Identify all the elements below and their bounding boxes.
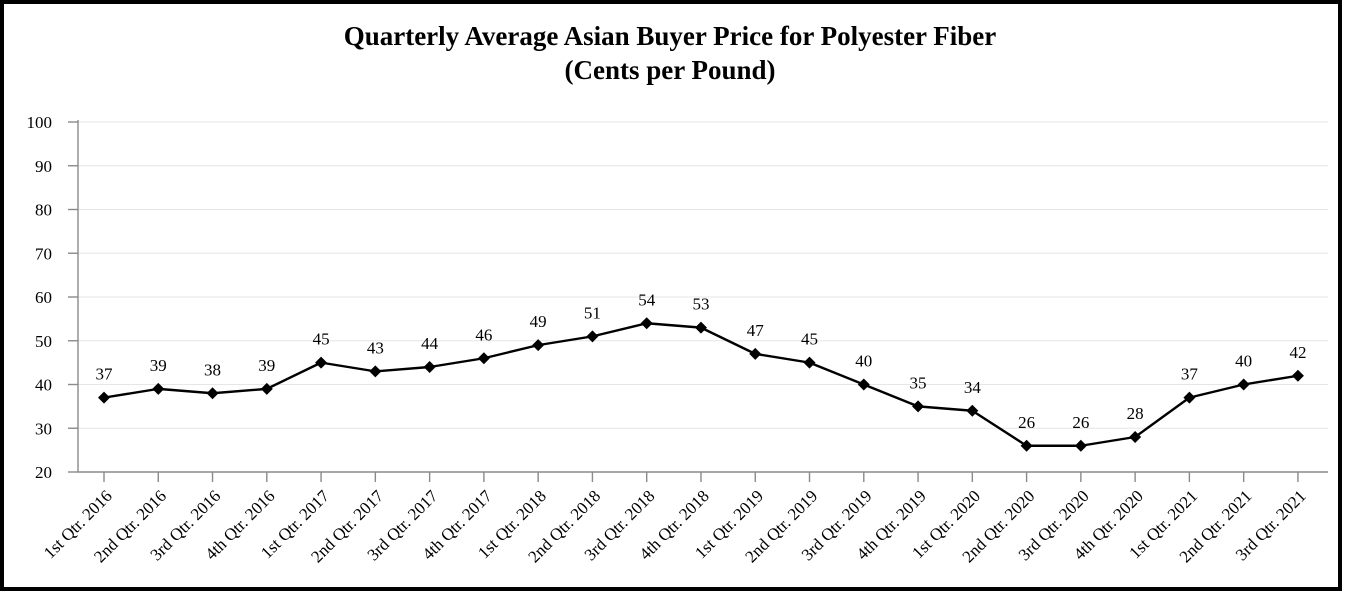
data-point-marker [640,317,653,330]
data-point-label: 39 [150,356,167,375]
data-point-marker [1291,369,1304,382]
data-point-marker [369,365,382,378]
data-point-label: 40 [855,352,872,371]
data-point-label: 35 [910,373,927,392]
data-point-label: 38 [204,360,221,379]
data-point-label: 37 [1181,365,1199,384]
data-point-label: 34 [964,378,982,397]
data-point-marker [803,356,816,369]
data-point-label: 45 [801,330,818,349]
data-point-marker [1183,391,1196,404]
data-point-label: 51 [584,303,601,322]
data-point-label: 28 [1127,404,1144,423]
data-series [98,317,1304,452]
gridlines [78,121,1328,429]
data-point-label: 49 [530,312,547,331]
data-point-label: 53 [692,295,709,314]
data-point-label: 26 [1018,413,1035,432]
data-point-marker [1074,439,1087,452]
y-axis-tick-label: 60 [35,288,52,307]
chart-subtitle: (Cents per Pound) [564,55,776,85]
data-point-marker [98,391,110,404]
y-axis-tick-label: 80 [35,201,52,220]
y-axis-tick-label: 30 [35,419,52,438]
data-point-label: 44 [421,334,439,353]
data-point-marker [423,361,436,373]
data-point-marker [152,382,165,395]
data-point-label: 45 [313,330,330,349]
data-point-label: 47 [747,321,765,340]
data-point-marker [315,356,328,369]
data-point-label: 54 [638,290,656,309]
data-point-label: 42 [1289,343,1306,362]
y-axis-tick-label: 70 [35,244,52,263]
data-point-marker [857,378,870,391]
y-axis-tick-label: 40 [35,376,52,395]
y-axis-tick-label: 20 [35,463,52,482]
chart-title-block: Quarterly Average Asian Buyer Price for … [0,19,1340,87]
data-point-marker [206,387,219,400]
data-point-marker [1020,439,1033,452]
chart-title: Quarterly Average Asian Buyer Price for … [343,21,997,51]
data-point-label: 26 [1072,413,1089,432]
data-point-label: 43 [367,338,384,357]
axes [77,120,1328,473]
data-point-label: 40 [1235,352,1252,371]
data-point-marker [260,382,273,395]
data-point-marker [694,321,707,334]
y-axis-tick-label: 50 [35,332,52,351]
data-point-marker [532,339,545,352]
data-point-marker [749,347,762,360]
data-point-label: 46 [475,325,492,344]
y-axis-ticks [68,121,78,473]
data-point-label: 39 [258,356,275,375]
x-axis-ticks [103,472,1299,482]
data-point-marker [966,404,979,417]
data-point-label: 37 [96,365,114,384]
data-point-marker [586,330,599,343]
data-point-labels: 37 39 38 39 45 43 44 46 49 51 54 53 47 45 40 35 34 26 26 28… [96,290,1307,432]
data-point-marker [477,352,490,365]
data-point-marker [912,400,925,413]
data-point-marker [1237,378,1250,391]
y-axis-tick-label: 90 [35,157,52,176]
data-point-marker [1129,431,1142,443]
y-axis-tick-label: 100 [27,113,53,132]
y-axis-tick-labels: 20 30 40 50 60 70 80 90 100 [27,113,53,482]
